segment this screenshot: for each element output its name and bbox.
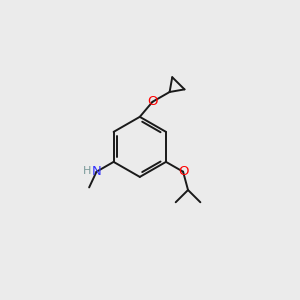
Text: H: H bbox=[82, 166, 91, 176]
Text: O: O bbox=[147, 95, 158, 108]
Text: O: O bbox=[178, 165, 188, 178]
Text: N: N bbox=[92, 165, 101, 178]
